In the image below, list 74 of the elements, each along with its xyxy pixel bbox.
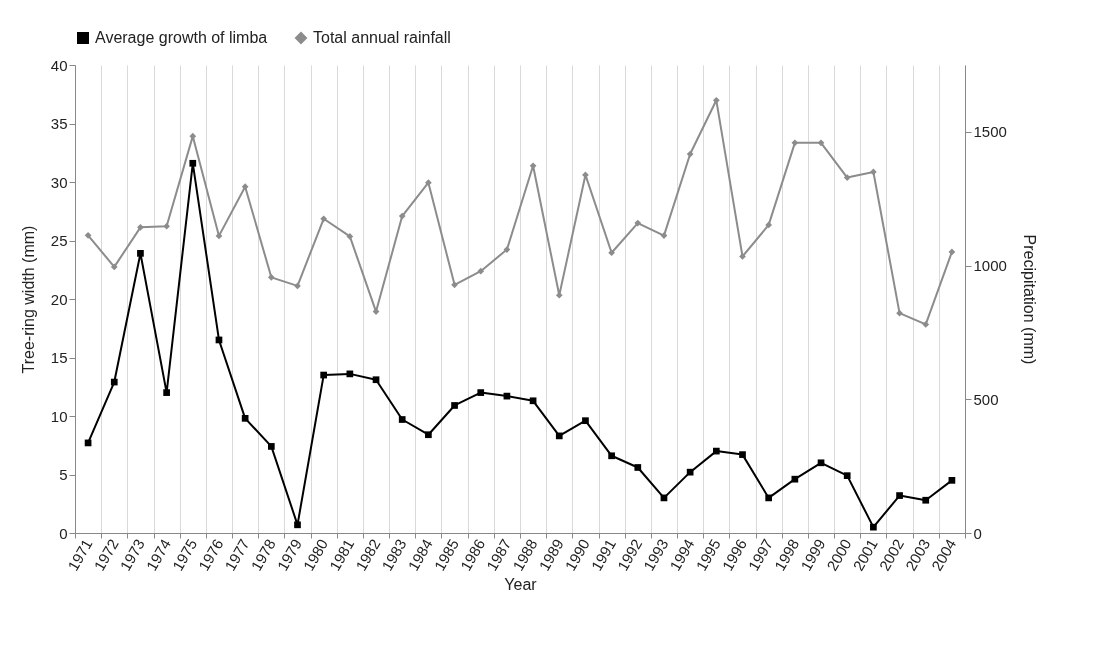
point [398,212,406,220]
point [948,477,956,484]
point [686,150,694,158]
y-tick-label: 20 [50,290,68,308]
y-tick-label: 15 [50,349,68,366]
point [346,233,354,240]
point [163,222,170,230]
point [739,253,746,260]
point [267,273,275,281]
point [320,371,328,379]
point [346,370,354,378]
point [372,376,380,384]
point [765,494,773,502]
point [817,139,825,147]
point [896,492,903,499]
point [843,472,851,480]
point [163,389,170,396]
point [765,221,773,229]
point [922,321,930,328]
point [870,523,877,531]
y-axis-title: Tree-ring width (mm) [19,225,37,374]
point [686,468,694,476]
point [110,378,118,386]
point [137,223,144,231]
point [189,159,197,167]
point [320,215,328,223]
y-tick-label: 35 [50,115,68,132]
point [425,179,432,187]
y-tick-label: 10 [50,407,68,425]
point [582,417,589,425]
point [712,447,720,455]
point [425,431,432,439]
y-tick-label: 5 [59,466,68,483]
point [870,168,877,176]
y2-tick-label: 1500 [973,123,1007,141]
point [137,250,144,257]
point [791,139,799,147]
point [84,232,92,239]
x-axis-title: Year [504,576,538,594]
point [241,183,249,191]
point [608,452,615,460]
point [712,96,720,104]
point [896,309,903,317]
point [634,464,642,471]
point [241,414,249,422]
point [451,281,458,289]
point [608,249,615,257]
y-tick-label: 40 [50,56,68,74]
point [398,416,406,423]
point [791,475,799,483]
point [451,402,458,409]
y-tick-label: 30 [50,173,68,191]
point [529,397,537,405]
y2-axis-title: Precipitation (mm) [1020,234,1038,365]
y2-tick-label: 0 [973,524,982,542]
point [294,521,301,529]
legend-label: Average growth of limba [95,29,268,46]
point [843,174,851,181]
y-tick-label: 25 [50,232,68,249]
point [948,248,956,256]
y2-tick-label: 500 [973,390,999,408]
point [739,451,746,458]
point [215,232,223,240]
point [110,263,118,271]
y2-tick-label: 1000 [973,257,1007,275]
y-tick-label: 0 [59,524,68,542]
legend-label: Total annual rainfall [313,29,451,46]
point [555,432,563,440]
point [922,496,930,504]
point [267,443,275,450]
point [817,459,825,467]
point [477,389,485,396]
point [634,219,642,227]
point [477,267,485,275]
